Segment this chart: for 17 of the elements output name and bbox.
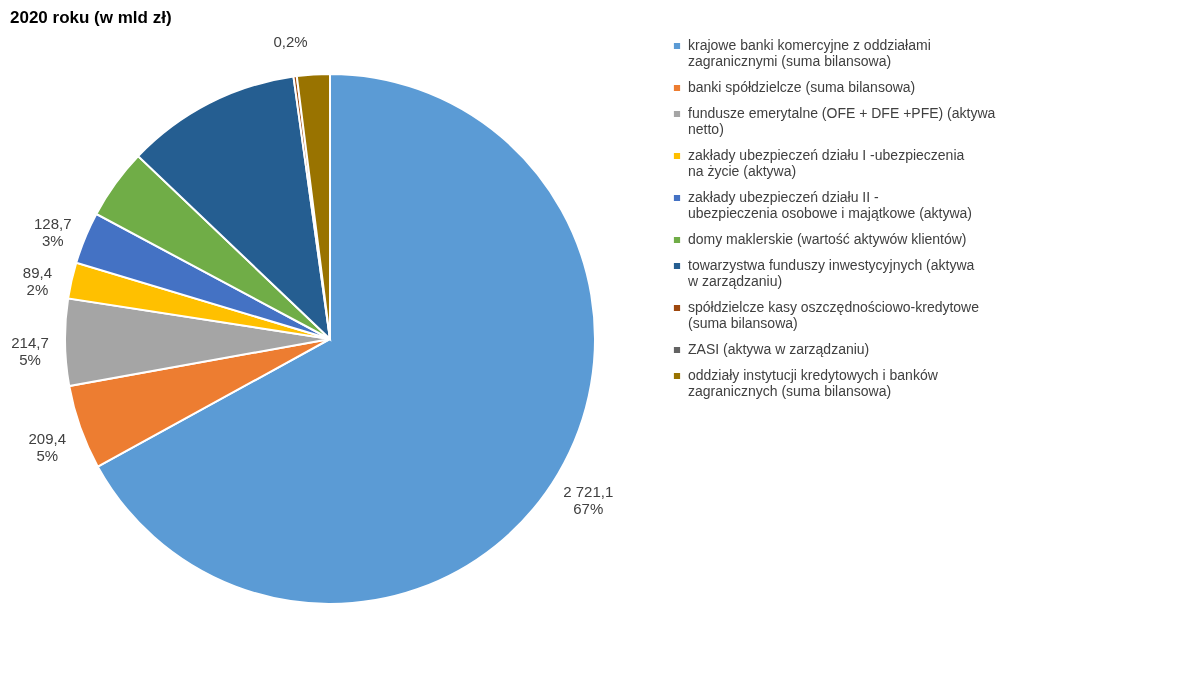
legend-label: domy maklerskie (wartość aktywów klientów) xyxy=(688,231,967,247)
legend-label: spółdzielcze kasy oszczędnościowo-kredytowe (suma bilansowa) xyxy=(688,299,980,331)
legend-label: oddziały instytucji kredytowych i banków zagranicznych (suma bilansowa) xyxy=(688,367,939,399)
data-label: 214,7 5% xyxy=(11,333,49,368)
legend-label: zakłady ubezpieczeń działu II - ubezpieczenia osobowe i majątkowe (aktywa) xyxy=(688,189,973,221)
data-label: 209,4 5% xyxy=(28,430,66,465)
legend-label: ZASI (aktywa w zarządzaniu) xyxy=(688,341,870,357)
data-label: 0,2% xyxy=(273,32,308,50)
legend-label: zakłady ubezpieczeń działu I -ubezpieczenia na życie (aktywa) xyxy=(688,147,965,179)
data-label: 89,4 2% xyxy=(22,263,53,298)
chart-title: 2020 roku (w mld zł) xyxy=(10,7,172,27)
legend-label: banki spółdzielcze (suma bilansowa) xyxy=(688,79,916,95)
data-label: 2 721,1 67% xyxy=(563,482,614,517)
legend-label: towarzystwa funduszy inwestycyjnych (aktywa w zarządzaniu) xyxy=(687,257,975,289)
data-label: 128,7 3% xyxy=(33,215,72,250)
legend-label: krajowe banki komercyjne z oddziałami zagranicznymi (suma bilansowa) xyxy=(688,37,931,69)
legend-label: fundusze emerytalne (OFE + DFE +PFE) (aktywa netto) xyxy=(688,105,996,137)
